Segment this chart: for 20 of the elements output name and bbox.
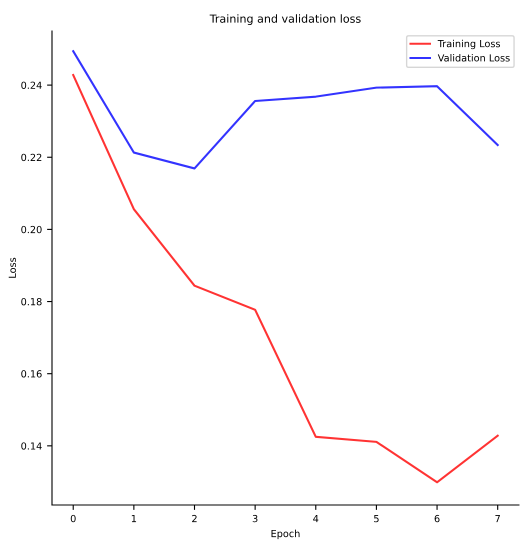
x-tick-label: 0: [70, 514, 76, 522]
x-tick-label: 2: [192, 514, 197, 522]
x-tick-label: 1: [132, 515, 136, 522]
y-tick-label: 0.18: [21, 298, 42, 306]
y-tick-label: 0.14: [21, 442, 42, 450]
y-tick-label: 0.16: [21, 370, 42, 378]
legend-label: Training Loss: [438, 40, 500, 50]
y-tick-label: 0.22: [21, 154, 42, 162]
y-tick-label: 0.24: [21, 82, 42, 89]
x-tick-label: 4: [313, 515, 318, 522]
x-tick-label: 7: [495, 515, 500, 522]
x-tick-label: 6: [434, 514, 440, 522]
x-tick-label: 5: [374, 515, 379, 522]
y-axis-title: Loss: [8, 258, 16, 278]
chart-title: Training and validation loss: [210, 14, 361, 25]
x-tick-label: 3: [252, 514, 258, 522]
line-series: [72, 74, 499, 484]
y-tick-label: 0.20: [21, 226, 42, 234]
legend-label: Validation Loss: [438, 54, 510, 62]
x-axis-title: Epoch: [272, 530, 300, 540]
